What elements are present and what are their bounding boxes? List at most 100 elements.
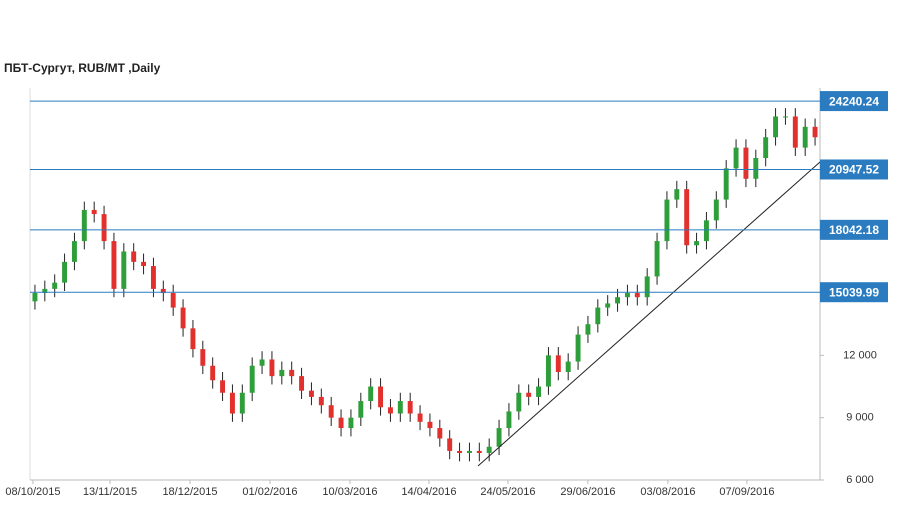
candle-body xyxy=(289,369,295,377)
candle-body xyxy=(101,214,107,242)
candle-body xyxy=(703,220,709,242)
candle-body xyxy=(407,401,413,414)
candle-body xyxy=(585,324,591,335)
candle-body xyxy=(782,116,788,118)
candle-body xyxy=(674,189,680,200)
candle-body xyxy=(249,365,255,393)
y-tick-label: 12 000 xyxy=(843,349,877,361)
candle-body xyxy=(397,401,403,414)
candle-body xyxy=(229,392,235,414)
candle-body xyxy=(308,390,314,397)
candle-body xyxy=(437,428,443,439)
candle-body xyxy=(624,293,630,298)
candle-body xyxy=(545,355,551,387)
x-tick-label: 01/02/2016 xyxy=(242,486,297,498)
x-tick-label: 29/06/2016 xyxy=(560,486,615,498)
candle-body xyxy=(32,293,38,302)
candle-body xyxy=(52,282,58,289)
x-tick-label: 24/05/2016 xyxy=(480,486,535,498)
candle-body xyxy=(141,261,147,267)
candle-body xyxy=(466,450,472,453)
level-label: 20947.52 xyxy=(829,163,879,177)
candle-body xyxy=(200,349,206,366)
x-tick-label: 03/08/2016 xyxy=(640,486,695,498)
candle-body xyxy=(664,199,670,242)
candle-body xyxy=(160,288,166,294)
candle-body xyxy=(595,307,601,325)
chart-title: ПБТ-Сургут, RUB/MT ,Daily xyxy=(4,61,161,75)
candle-body xyxy=(753,158,759,179)
candle-body xyxy=(447,438,453,451)
candle-body xyxy=(713,199,719,221)
candle-body xyxy=(368,386,374,402)
x-tick-label: 10/03/2016 xyxy=(322,486,377,498)
x-tick-label: 08/10/2015 xyxy=(5,486,60,498)
candle-body xyxy=(62,261,68,283)
candle-body xyxy=(239,392,245,414)
candle-body xyxy=(506,411,512,429)
x-tick-label: 18/12/2015 xyxy=(162,486,217,498)
candle-body xyxy=(328,405,334,418)
candle-body xyxy=(684,189,690,246)
candle-body xyxy=(457,450,463,453)
candle-body xyxy=(299,376,305,391)
candle-body xyxy=(427,421,433,429)
candle-body xyxy=(516,392,522,412)
candle-body xyxy=(358,401,364,418)
candle-body xyxy=(634,293,640,298)
candle-body xyxy=(763,137,769,159)
candle-body xyxy=(131,251,137,262)
candle-body xyxy=(723,168,729,200)
candle-body xyxy=(743,147,749,179)
trend-line xyxy=(477,161,821,467)
candle-body xyxy=(210,365,216,381)
candle-body xyxy=(694,241,700,246)
candle-body xyxy=(615,297,621,304)
candle-body xyxy=(279,369,285,377)
candle-body xyxy=(338,417,344,429)
x-tick-label: 14/04/2016 xyxy=(401,486,456,498)
level-box xyxy=(820,91,888,112)
candle-body xyxy=(42,288,48,294)
candle-body xyxy=(476,450,482,453)
candle-body xyxy=(190,328,196,350)
candle-body xyxy=(220,380,226,393)
y-tick-label: 9 000 xyxy=(846,412,874,424)
candle-body xyxy=(644,276,650,298)
candle-body xyxy=(536,386,542,397)
y-tick-label: 6 000 xyxy=(846,474,874,486)
candle-body xyxy=(812,126,818,138)
candle-body xyxy=(111,241,117,289)
candle-body xyxy=(773,116,779,138)
candle-body xyxy=(170,293,176,308)
candle-body xyxy=(378,386,384,408)
candle-body xyxy=(605,303,611,308)
level-label: 18042.18 xyxy=(829,223,879,237)
candle-body xyxy=(269,359,275,377)
level-box xyxy=(820,159,888,180)
candle-body xyxy=(526,392,532,397)
candle-body xyxy=(565,361,571,372)
candle-body xyxy=(555,355,561,372)
candle-body xyxy=(792,116,798,148)
x-tick-label: 13/11/2015 xyxy=(83,486,137,498)
candle-body xyxy=(180,307,186,329)
candle-body xyxy=(733,147,739,169)
x-tick-label: 07/09/2016 xyxy=(719,486,774,498)
candle-body xyxy=(496,428,502,447)
candle-body xyxy=(121,251,127,289)
candle-body xyxy=(91,209,97,215)
candle-body xyxy=(259,359,265,366)
level-box xyxy=(820,282,888,303)
level-label: 15039.99 xyxy=(829,285,879,299)
candle-body xyxy=(71,241,77,262)
candle-body xyxy=(575,334,581,362)
candle-body xyxy=(802,126,808,148)
candle-body xyxy=(417,413,423,422)
candle-body xyxy=(654,241,660,277)
candle-body xyxy=(81,209,87,242)
level-box xyxy=(820,219,888,240)
candle-body xyxy=(486,446,492,453)
level-label: 24240.24 xyxy=(829,94,879,108)
